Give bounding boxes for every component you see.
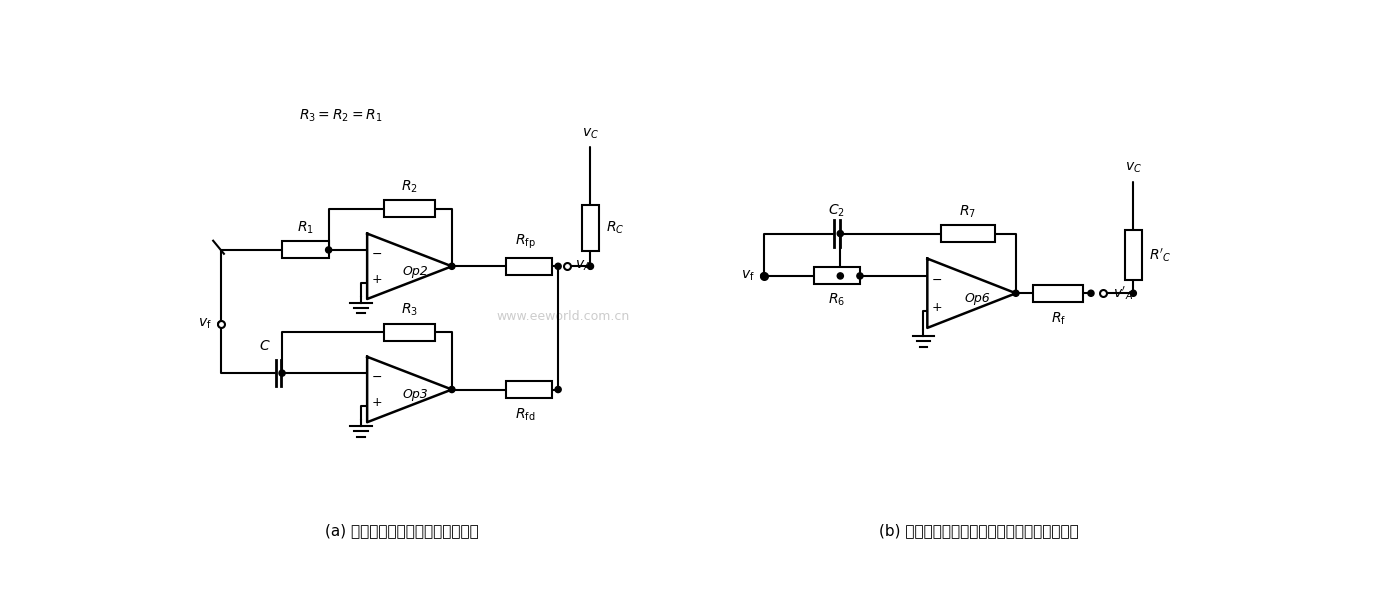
Text: $-$: $-$ [371,370,382,383]
Text: Op6: Op6 [965,292,991,305]
Text: $R_1$: $R_1$ [297,220,314,236]
Text: $+$: $+$ [371,273,382,286]
Text: $v_C$: $v_C$ [1124,161,1142,175]
Bar [1124,230,1142,280]
Circle shape [1088,290,1093,296]
Bar [505,258,552,275]
Text: $+$: $+$ [931,301,942,314]
Text: $R_7$: $R_7$ [959,204,976,220]
Text: $v_{\rm f}$: $v_{\rm f}$ [197,317,211,331]
Text: (a) 分别利用两个运算放大器的方式: (a) 分别利用两个运算放大器的方式 [325,523,479,538]
Text: $v_A$: $v_A$ [575,259,591,274]
Text: $-$: $-$ [931,273,942,286]
Text: $R'_C$: $R'_C$ [1148,246,1172,264]
Circle shape [449,386,455,392]
Bar [941,226,995,242]
Text: $R_{\rm f}$: $R_{\rm f}$ [1050,310,1065,327]
Circle shape [449,263,455,269]
Circle shape [326,247,332,253]
Circle shape [554,386,561,392]
Bar [1033,285,1084,302]
Text: $R_{\rm fp}$: $R_{\rm fp}$ [515,232,535,251]
Text: $R_6$: $R_6$ [829,292,846,309]
Text: $v_{\rm f}$: $v_{\rm f}$ [741,269,755,283]
Circle shape [1012,290,1019,296]
Circle shape [588,263,594,269]
Circle shape [857,273,862,279]
Circle shape [1130,290,1137,296]
Circle shape [279,370,286,376]
Bar [385,323,434,341]
Text: $R_{\rm fd}$: $R_{\rm fd}$ [515,407,535,423]
Text: $C_2$: $C_2$ [829,202,846,219]
Text: www.eeworld.com.cn: www.eeworld.com.cn [497,310,630,323]
Text: $R_2$: $R_2$ [400,179,419,195]
Circle shape [837,273,843,279]
Circle shape [218,321,224,327]
Text: Op3: Op3 [403,389,428,402]
Circle shape [760,273,767,279]
Text: $v_C$: $v_C$ [582,127,599,141]
Bar [582,205,599,251]
Text: (b) 利用一个运算放大器完成比例与微分的方式: (b) 利用一个运算放大器完成比例与微分的方式 [879,523,1079,538]
Text: $+$: $+$ [371,396,382,409]
Text: $C$: $C$ [259,339,270,353]
Circle shape [837,231,843,237]
Text: $R_C$: $R_C$ [606,220,624,236]
Text: $v'_A$: $v'_A$ [1113,285,1133,302]
Bar [283,242,329,258]
Circle shape [554,263,561,269]
Text: $R_3$: $R_3$ [400,302,419,319]
Bar [813,268,860,284]
Text: $-$: $-$ [371,247,382,260]
Text: $R_3=R_2=R_1$: $R_3=R_2=R_1$ [298,108,382,124]
Bar [385,200,434,218]
Text: Op2: Op2 [403,265,428,278]
Bar [505,381,552,398]
